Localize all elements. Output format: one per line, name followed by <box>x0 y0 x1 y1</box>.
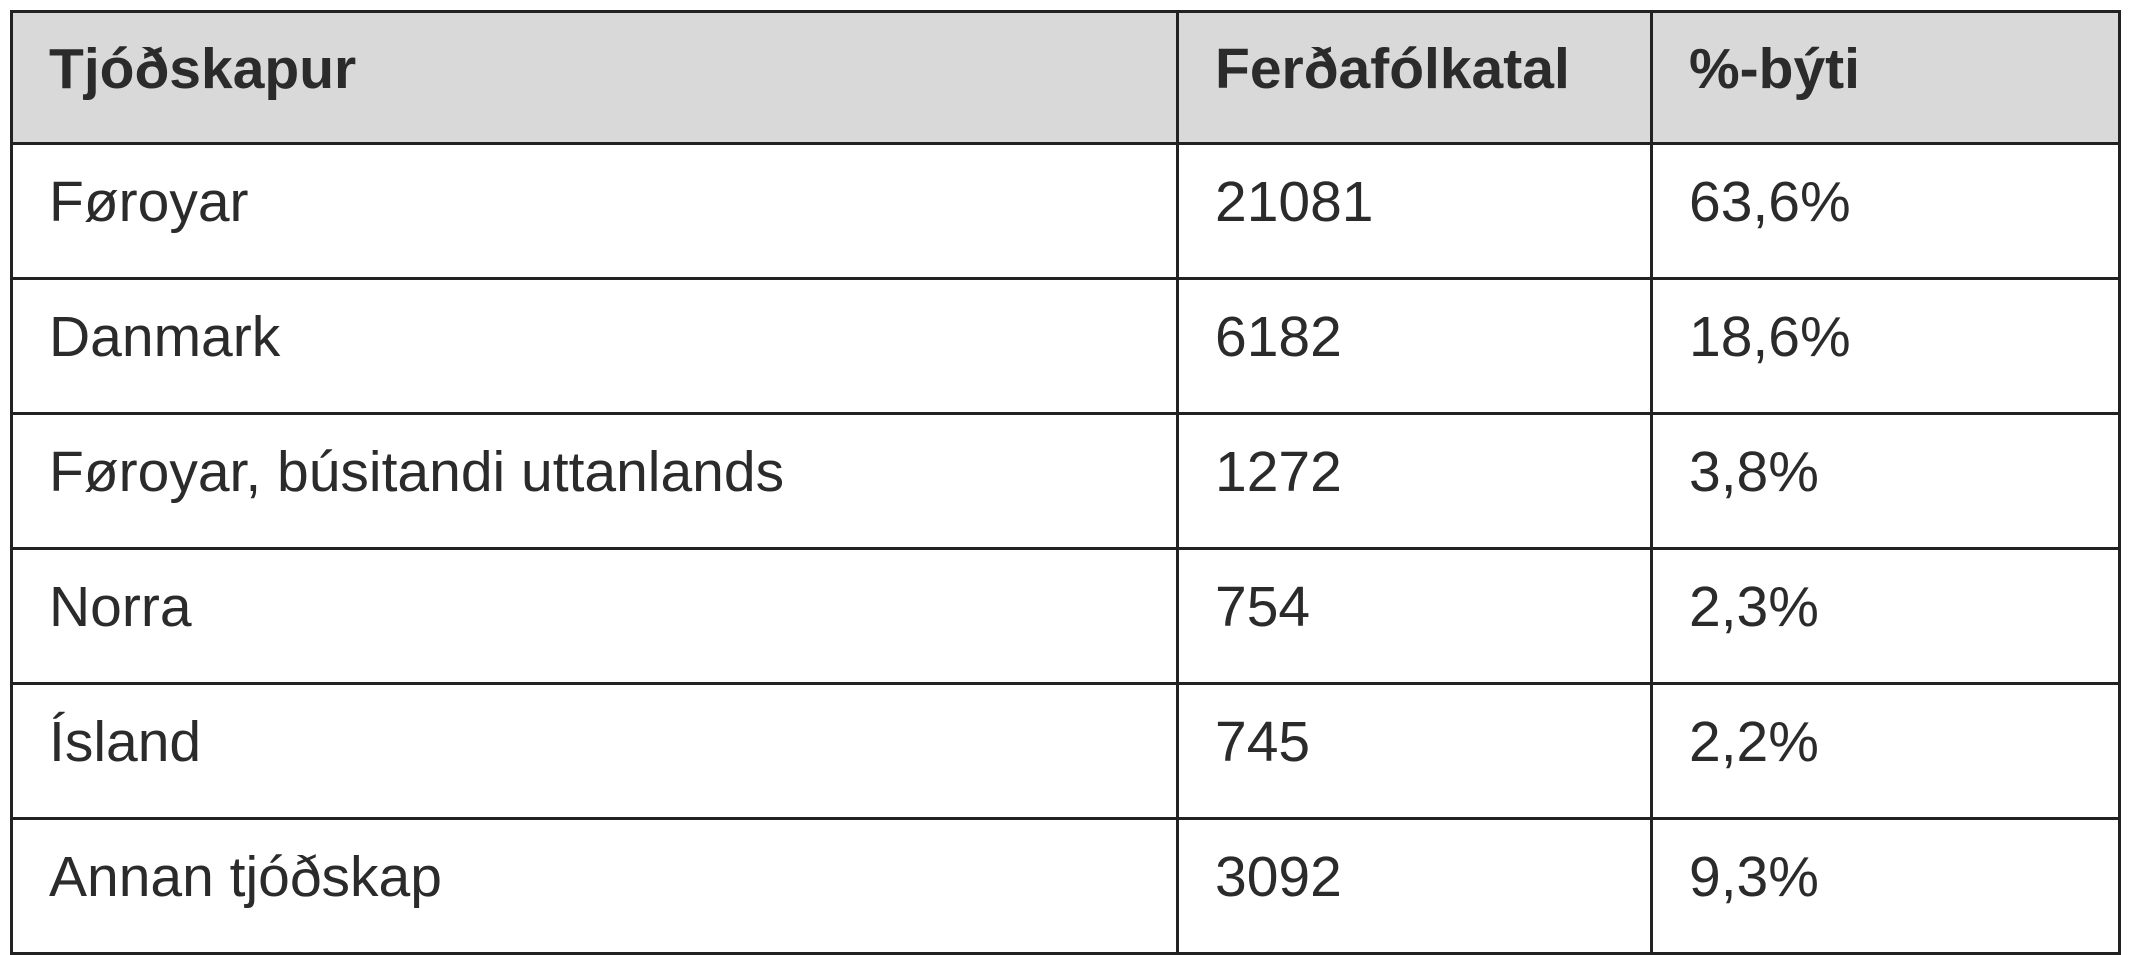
table-cell: 2,3% <box>1650 547 2121 685</box>
table-cell: Annan tjóðskap <box>10 817 1179 955</box>
table-header: Tjóðskapur Ferðafólkatal %-býti <box>10 10 2121 145</box>
table-row: Ísland 745 2,2% <box>10 682 2121 820</box>
table-row: Føroyar, búsitandi uttanlands 1272 3,8% <box>10 412 2121 550</box>
table-row: Norra 754 2,3% <box>10 547 2121 685</box>
table-cell: 63,6% <box>1650 142 2121 280</box>
header-cell: Tjóðskapur <box>10 10 1179 145</box>
table-cell: 3,8% <box>1650 412 2121 550</box>
table-cell: Norra <box>10 547 1179 685</box>
header-row: Tjóðskapur Ferðafólkatal %-býti <box>10 10 2121 145</box>
table-cell: 9,3% <box>1650 817 2121 955</box>
table-cell: 754 <box>1176 547 1653 685</box>
table-cell: 21081 <box>1176 142 1653 280</box>
table-cell: Danmark <box>10 277 1179 415</box>
table-cell: Føroyar, búsitandi uttanlands <box>10 412 1179 550</box>
table-row: Annan tjóðskap 3092 9,3% <box>10 817 2121 955</box>
table-row: Danmark 6182 18,6% <box>10 277 2121 415</box>
header-cell: Ferðafólkatal <box>1176 10 1653 145</box>
table-cell: 3092 <box>1176 817 1653 955</box>
table-cell: Føroyar <box>10 142 1179 280</box>
table-cell: 6182 <box>1176 277 1653 415</box>
table-cell: 1272 <box>1176 412 1653 550</box>
data-table: Tjóðskapur Ferðafólkatal %-býti Føroyar 210… <box>10 10 2121 955</box>
table-cell: Ísland <box>10 682 1179 820</box>
header-cell: %-býti <box>1650 10 2121 145</box>
table-row: Føroyar 21081 63,6% <box>10 142 2121 280</box>
table-body: Føroyar 21081 63,6% Danmark 6182 18,6% Føroyar… <box>10 142 2121 955</box>
table-cell: 745 <box>1176 682 1653 820</box>
table-cell: 18,6% <box>1650 277 2121 415</box>
table-cell: 2,2% <box>1650 682 2121 820</box>
